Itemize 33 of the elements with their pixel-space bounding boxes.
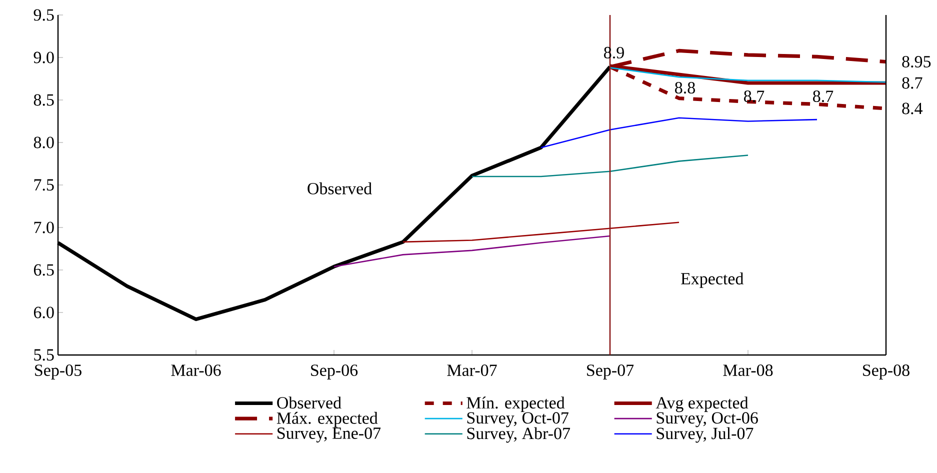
x-tick-label: Mar-07 [447,364,497,376]
legend-label: Survey, Abr-07 [467,427,570,443]
x-tick-label: Sep-08 [863,364,910,380]
legend-label: Survey, Ene-07 [278,427,381,442]
y-tick-label: 6.0 [34,306,54,318]
legend-label: Survey, Oct-07 [467,412,568,428]
annotation: 8.7 [902,77,922,89]
annotation: 8.8 [675,82,695,94]
legend-label: Survey, Jul-07 [656,427,754,443]
y-tick-label: 7.5 [34,179,54,191]
annotation: Observed [308,182,372,194]
annotation: Expected [680,272,744,288]
y-tick-label: 7.0 [34,222,54,234]
annotation: 8.7 [813,90,834,102]
legend-label: Survey, Oct-06 [656,412,758,428]
y-tick-label: 8.5 [34,94,54,106]
y-tick-label: 9.5 [34,9,54,21]
y-tick-label: 9.0 [34,52,54,64]
x-tick-label: Sep-07 [587,364,634,380]
legend-label: Avg expected [656,396,748,412]
y-tick-label: 5.5 [34,349,54,361]
x-tick-label: Mar-08 [723,364,773,376]
legend-label: Observed [277,396,342,409]
x-tick-label: Sep-06 [311,364,358,380]
y-tick-label: 6.5 [34,264,54,276]
annotation: 8.4 [902,102,923,114]
x-tick-label: Sep-05 [35,364,82,380]
legend-label: Mín. expected [466,396,565,412]
annotation: 8.7 [744,90,764,102]
annotation: 8.95 [902,56,931,68]
legend-label: Máx. expected [276,412,378,428]
y-tick-label: 8.0 [34,136,54,148]
x-tick-label: Mar-06 [171,364,221,376]
